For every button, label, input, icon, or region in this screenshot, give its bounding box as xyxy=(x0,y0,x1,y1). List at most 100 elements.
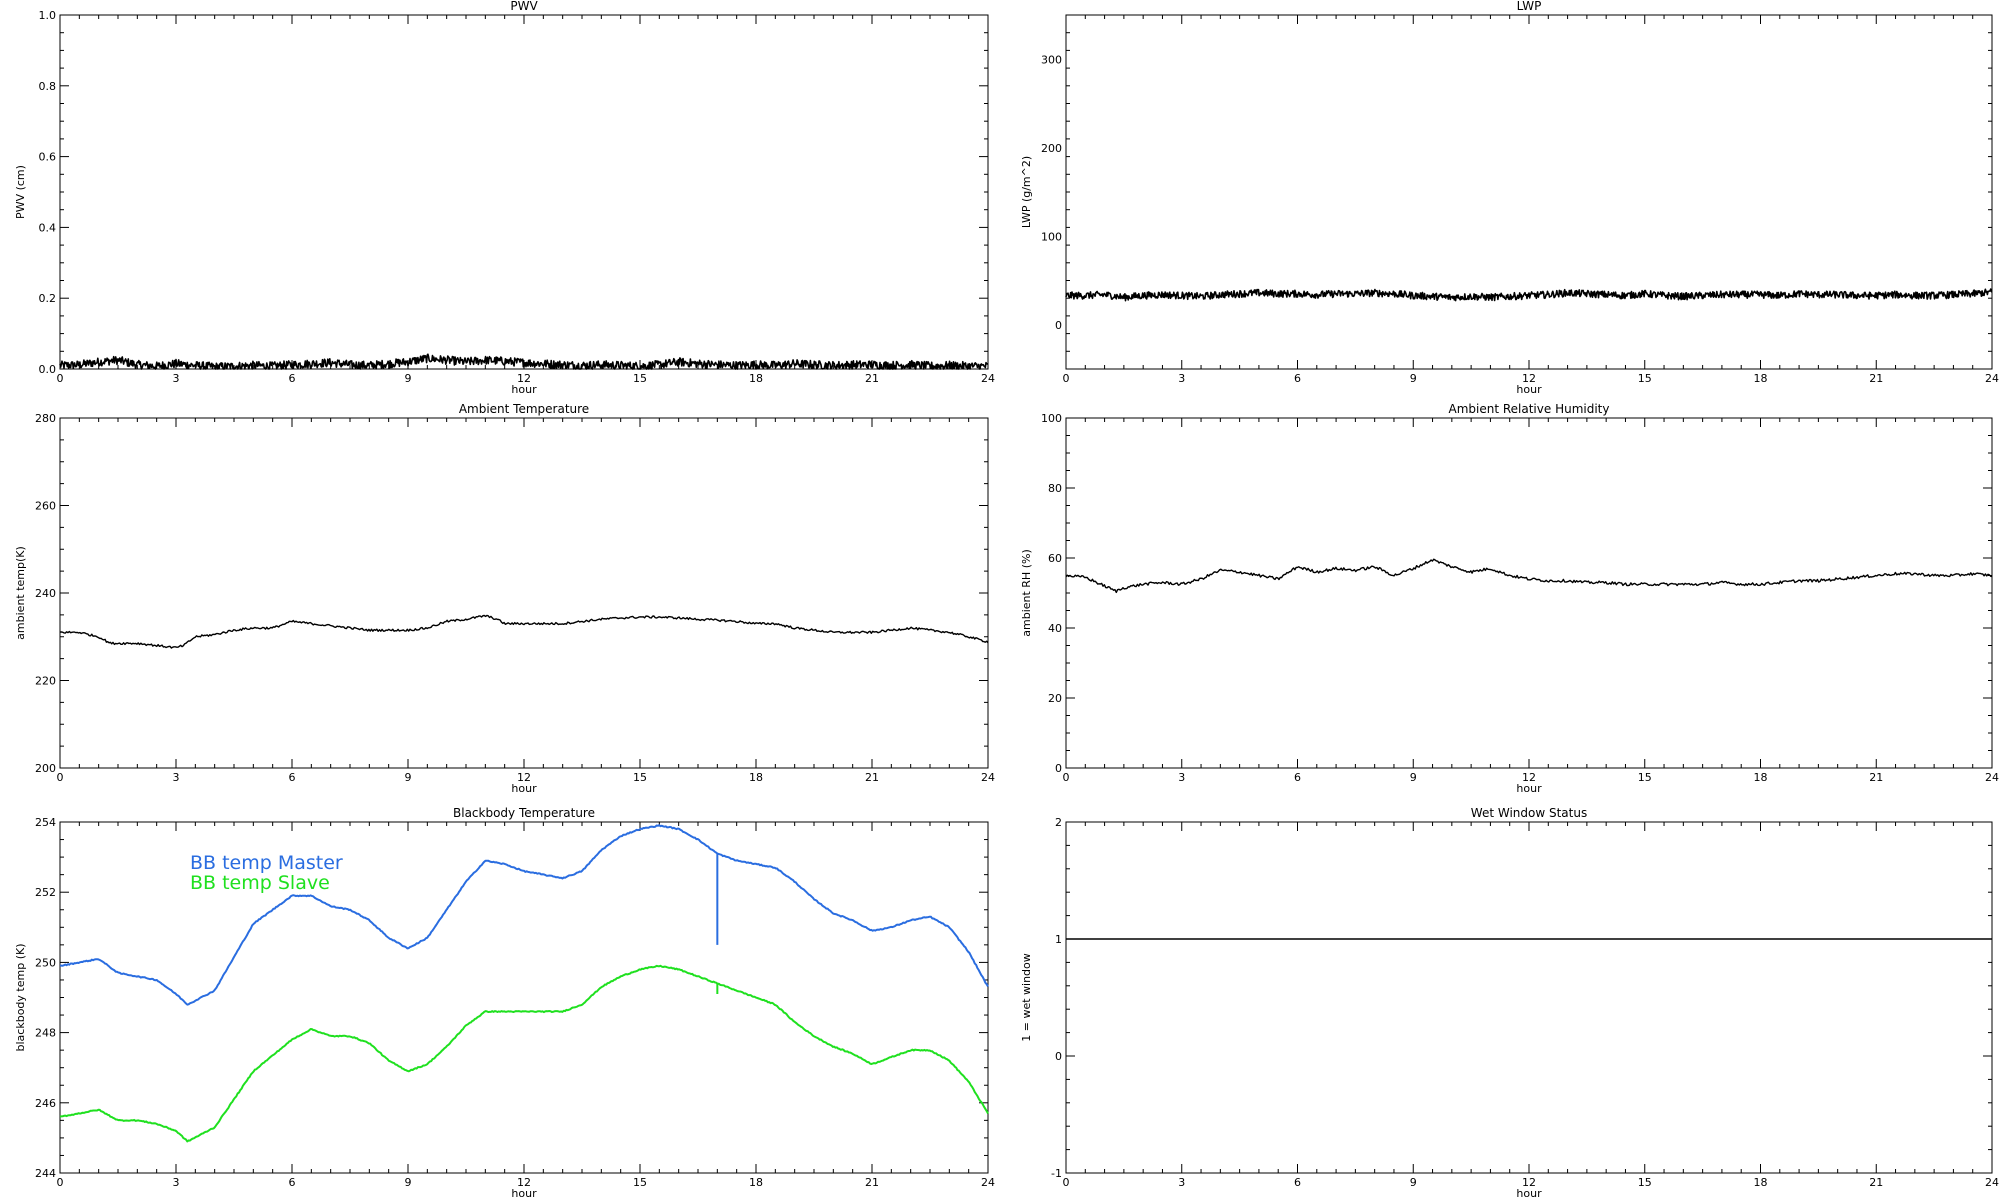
x-tick-label: 21 xyxy=(1869,1176,1883,1189)
legend-entry: BB temp Slave xyxy=(190,872,330,894)
y-tick-label: 80 xyxy=(1048,482,1062,495)
y-tick-label: 254 xyxy=(35,816,56,829)
x-tick-label: 9 xyxy=(1410,771,1417,784)
x-tick-label: 15 xyxy=(1638,1176,1652,1189)
y-tick-label: 2 xyxy=(1055,816,1062,829)
x-tick-label: 24 xyxy=(1985,372,1999,385)
y-tick-label: 244 xyxy=(35,1167,56,1180)
x-tick-label: 6 xyxy=(1294,372,1301,385)
y-tick-label: 200 xyxy=(1041,142,1062,155)
series-line xyxy=(1065,558,1993,594)
chart-ambient-rh: Ambient Relative Humidity 0 3 6 9 12 15 18 21 24 h… xyxy=(1020,402,1999,795)
x-tick-label: 0 xyxy=(1063,771,1070,784)
chart-title: Blackbody Temperature xyxy=(453,806,595,820)
y-tick-label: 200 xyxy=(35,762,56,775)
x-tick-label: 21 xyxy=(1869,372,1883,385)
x-tick-label: 15 xyxy=(1638,372,1652,385)
x-tick-label: 3 xyxy=(173,372,180,385)
x-axis-label: hour xyxy=(1516,383,1542,396)
plot-frame xyxy=(1065,821,1993,1174)
x-tick-label: 12 xyxy=(1522,372,1536,385)
x-tick-label: 18 xyxy=(1754,1176,1768,1189)
chart-title: Ambient Relative Humidity xyxy=(1449,402,1610,416)
y-tick-label: 100 xyxy=(1041,230,1062,243)
x-tick-label: 0 xyxy=(1063,1176,1070,1189)
y-tick-label: 40 xyxy=(1048,622,1062,635)
x-tick-label: 3 xyxy=(1178,372,1185,385)
x-tick-label: 9 xyxy=(405,372,412,385)
y-axis-label: ambient RH (%) xyxy=(1020,549,1033,637)
y-tick-label: 0 xyxy=(1055,1050,1062,1063)
y-tick-label: 220 xyxy=(35,675,56,688)
x-axis-label: hour xyxy=(1516,1187,1542,1200)
x-tick-label: 18 xyxy=(1754,372,1768,385)
y-tick-label: 0.0 xyxy=(39,363,57,376)
y-tick-label: 300 xyxy=(1041,53,1062,66)
x-tick-label: 6 xyxy=(289,771,296,784)
y-tick-label: 280 xyxy=(35,412,56,425)
x-tick-label: 6 xyxy=(1294,771,1301,784)
y-tick-label: 0.6 xyxy=(39,151,57,164)
y-tick-label: 260 xyxy=(35,500,56,513)
y-axis-label: ambient temp(K) xyxy=(14,546,27,640)
x-axis-label: hour xyxy=(1516,782,1542,795)
x-tick-label: 24 xyxy=(1985,1176,1999,1189)
x-axis-label: hour xyxy=(511,782,537,795)
x-tick-label: 18 xyxy=(1754,771,1768,784)
x-tick-label: 9 xyxy=(1410,372,1417,385)
y-tick-label: 252 xyxy=(35,886,56,899)
x-tick-label: 15 xyxy=(633,771,647,784)
x-tick-label: 9 xyxy=(405,771,412,784)
y-tick-label: 100 xyxy=(1041,412,1062,425)
legend-entry: BB temp Master xyxy=(190,852,343,874)
plot-frame xyxy=(59,417,989,769)
x-tick-label: 21 xyxy=(1869,771,1883,784)
x-tick-label: 12 xyxy=(517,1176,531,1189)
x-tick-label: 9 xyxy=(405,1176,412,1189)
y-axis-label: blackbody temp (K) xyxy=(14,944,27,1052)
y-axis-label: 1 = wet window xyxy=(1020,953,1033,1042)
x-tick-label: 6 xyxy=(289,1176,296,1189)
x-tick-label: 24 xyxy=(1985,771,1999,784)
x-tick-label: 12 xyxy=(1522,1176,1536,1189)
x-tick-label: 3 xyxy=(173,771,180,784)
y-tick-label: 240 xyxy=(35,587,56,600)
x-tick-label: 6 xyxy=(1294,1176,1301,1189)
x-tick-label: 15 xyxy=(633,1176,647,1189)
plot-frame xyxy=(1065,14,1993,370)
x-axis-label: hour xyxy=(511,383,537,396)
x-tick-label: 9 xyxy=(1410,1176,1417,1189)
x-axis-label: hour xyxy=(511,1187,537,1200)
x-tick-label: 12 xyxy=(517,771,531,784)
x-tick-label: 0 xyxy=(57,771,64,784)
x-tick-label: 12 xyxy=(1522,771,1536,784)
chart-blackbody-temp: Blackbody Temperature 0 3 6 9 12 15 18 21 24 hour 2… xyxy=(14,806,995,1200)
plot-frame xyxy=(1065,417,1993,769)
series-line xyxy=(59,614,989,649)
y-tick-label: 0.4 xyxy=(39,221,57,234)
chart-ambient-temp: Ambient Temperature 0 3 6 9 12 15 18 21 24 hour 200… xyxy=(14,402,995,795)
x-tick-label: 0 xyxy=(57,1176,64,1189)
x-tick-label: 18 xyxy=(749,1176,763,1189)
x-tick-label: 21 xyxy=(865,771,879,784)
y-tick-label: 0.2 xyxy=(39,292,57,305)
y-tick-label: 0 xyxy=(1055,762,1062,775)
y-tick-label: 246 xyxy=(35,1097,56,1110)
x-tick-label: 0 xyxy=(57,372,64,385)
chart-title: Ambient Temperature xyxy=(459,402,589,416)
x-tick-label: 18 xyxy=(749,771,763,784)
x-tick-label: 15 xyxy=(1638,771,1652,784)
x-tick-label: 3 xyxy=(173,1176,180,1189)
chart-pwv: PWV 0 3 6 9 12 15 18 21 24 hour 0.0 0.2 0.4 0.6 0.8 1.0 P… xyxy=(14,0,995,396)
series-line xyxy=(1065,288,1993,302)
x-tick-label: 24 xyxy=(981,1176,995,1189)
x-tick-label: 12 xyxy=(517,372,531,385)
y-tick-label: 1.0 xyxy=(39,9,57,22)
y-tick-label: 250 xyxy=(35,956,56,969)
y-axis-label: PWV (cm) xyxy=(14,165,27,219)
y-tick-label: 0.8 xyxy=(39,80,57,93)
x-tick-label: 18 xyxy=(749,372,763,385)
y-tick-label: 0 xyxy=(1055,319,1062,332)
